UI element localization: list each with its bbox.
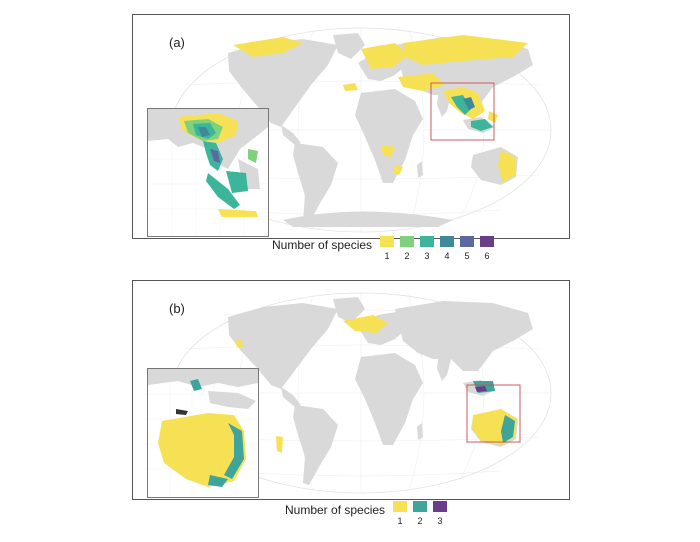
legend-item: 1: [380, 236, 395, 261]
inset-map-a-graphic: [148, 109, 268, 236]
species-richness-a: [233, 35, 528, 183]
legend-a: Number of species 1 2 3 4 5 6: [272, 236, 500, 261]
legend-value: 5: [464, 251, 470, 261]
legend-value: 6: [484, 251, 490, 261]
legend-value: 1: [384, 251, 390, 261]
inset-map-b: [147, 368, 259, 498]
legend-swatch: [420, 236, 435, 247]
legend-swatch: [393, 501, 408, 512]
legend-swatch: [433, 501, 448, 512]
legend-b: Number of species 1 2 3: [285, 501, 453, 526]
inset-richness-b: [158, 379, 246, 487]
legend-value: 4: [444, 251, 450, 261]
legend-item: 4: [440, 236, 455, 261]
legend-swatch: [480, 236, 495, 247]
panel-label-a: (a): [169, 35, 185, 50]
legend-value: 2: [404, 251, 410, 261]
legend-item: 3: [420, 236, 435, 261]
world-map-a: [170, 27, 552, 233]
inset-map-a: [147, 108, 269, 237]
inset-richness-a: [178, 113, 258, 217]
inset-map-b-graphic: [148, 369, 258, 497]
legend-swatches-b: 1 2 3: [393, 501, 453, 526]
panel-label-b: (b): [169, 301, 185, 316]
legend-value: 3: [424, 251, 430, 261]
legend-item: 5: [460, 236, 475, 261]
legend-item: 1: [393, 501, 408, 526]
legend-value: 1: [397, 516, 403, 526]
highlight-box-b: [466, 384, 521, 443]
legend-item: 3: [433, 501, 448, 526]
legend-swatch: [440, 236, 455, 247]
map-panel-b: (b): [132, 280, 570, 500]
legend-title-b: Number of species: [285, 503, 386, 517]
legend-swatches-a: 1 2 3 4 5 6: [380, 236, 500, 261]
species-richness-b: [235, 315, 517, 453]
map-panel-a: (a): [132, 14, 570, 239]
legend-value: 3: [437, 516, 443, 526]
legend-swatch: [413, 501, 428, 512]
legend-swatch: [400, 236, 415, 247]
highlight-box-a: [430, 82, 495, 141]
legend-item: 2: [400, 236, 415, 261]
legend-title-a: Number of species: [272, 238, 373, 252]
legend-item: 2: [413, 501, 428, 526]
legend-value: 2: [417, 516, 423, 526]
legend-item: 6: [480, 236, 495, 261]
world-map-b: [170, 292, 552, 494]
legend-swatch: [380, 236, 395, 247]
legend-swatch: [460, 236, 475, 247]
